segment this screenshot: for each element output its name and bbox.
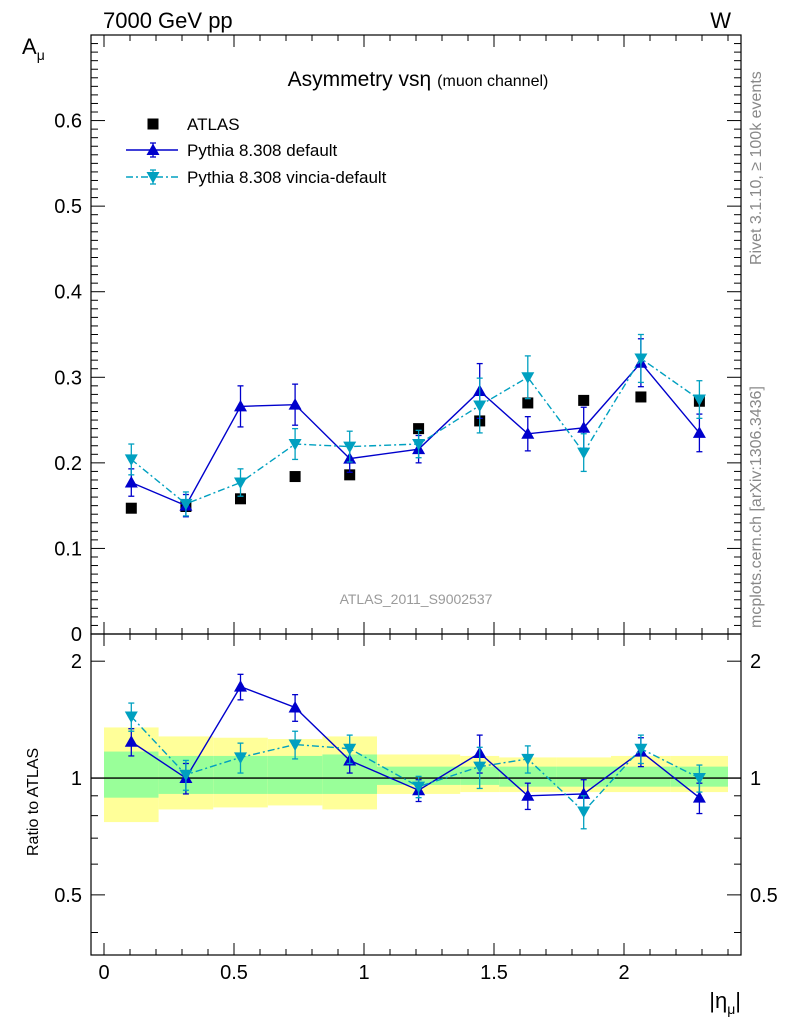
pythia-vincia-point: [124, 454, 138, 466]
x-tick-label: 0: [98, 962, 109, 984]
ratio-y-tick-label-right: 0.5: [750, 885, 778, 907]
pythia-vincia-series: [124, 333, 706, 517]
pythia-default-point: [692, 426, 706, 438]
pythia-vincia-point: [179, 498, 193, 511]
legend-marker-pythia-vincia: [146, 172, 160, 184]
pythia-default-point: [124, 476, 138, 488]
ratio-y-tick-label-right: 1: [750, 768, 761, 790]
ratio-plot-area: 0.5 0.5 1 1 2 2 0 0.5 1 1.5 2: [54, 633, 778, 984]
ratio-y-tick-label-left: 2: [71, 651, 82, 673]
atlas-point: [522, 397, 534, 409]
pythia-default-ratio-point: [692, 791, 706, 803]
chart-title-text: Asymmetry vs: [288, 68, 420, 91]
atlas-point: [235, 493, 246, 505]
x-tick-label: 2: [618, 962, 629, 984]
main-y-tick-label: 0.3: [54, 367, 82, 389]
main-y-tick-label: 0.2: [54, 453, 82, 475]
atlas-point: [413, 423, 425, 435]
pythia-vincia-point: [577, 447, 591, 460]
pythia-default-ratio-point: [577, 787, 591, 799]
legend-marker-pythia-default: [146, 143, 160, 155]
pythia-vincia-point: [634, 353, 648, 365]
legend-label-atlas: ATLAS: [187, 115, 240, 134]
legend: ATLAS Pythia 8.308 default Pythia 8.308 vi…: [126, 115, 387, 187]
pythia-vincia-ratio-series: [124, 702, 706, 830]
atlas-point: [125, 502, 137, 514]
main-y-tick-label: 0.4: [54, 282, 82, 304]
ratio-band-green: [267, 755, 323, 794]
atlas-point: [344, 469, 356, 481]
ratio-y-tick-label-right: 2: [750, 651, 761, 673]
pythia-default-ratio-point: [288, 700, 302, 713]
pythia-vincia-point: [234, 477, 247, 490]
pythia-vincia-ratio-point: [124, 711, 138, 724]
header-process-label: W: [710, 8, 731, 33]
main-y-tick-label: 0.1: [54, 538, 82, 560]
atlas-point: [289, 471, 301, 483]
main-y-tick-label-zero: 0: [71, 624, 82, 646]
legend-label-pythia-default: Pythia 8.308 default: [187, 141, 338, 160]
x-axis-label: |ημ|: [709, 988, 741, 1017]
pythia-vincia-ratio-point: [234, 752, 247, 764]
x-axis-label-close: |: [735, 988, 741, 1013]
main-plot-area: 0.1 0.2 0.3 0.4 0.5 0.6 0: [54, 34, 742, 646]
pythia-vincia-point: [412, 439, 426, 451]
pythia-default-line: [131, 361, 700, 507]
pythia-vincia-ratio-point: [343, 743, 357, 756]
pythia-vincia-point: [473, 400, 487, 413]
chart-title-suffix: (muon channel): [437, 73, 548, 90]
chart-title-symbol: η: [419, 68, 431, 91]
ratio-y-tick-label-left: 0.5: [54, 885, 82, 907]
analysis-watermark: ATLAS_2011_S9002537: [340, 591, 493, 607]
pythia-default-ratio-point: [124, 735, 138, 747]
pythia-default-ratio-point: [234, 680, 247, 692]
atlas-point: [635, 391, 647, 403]
legend-entry-pythia-vincia: Pythia 8.308 vincia-default: [126, 168, 387, 187]
pythia-vincia-point: [692, 394, 706, 407]
x-axis-label-sub: μ: [727, 1001, 735, 1017]
legend-label-pythia-vincia: Pythia 8.308 vincia-default: [187, 168, 387, 187]
pythia-vincia-point: [521, 372, 535, 384]
x-tick-label: 0.5: [220, 962, 248, 984]
main-y-tick-label: 0.6: [54, 111, 82, 133]
legend-entry-atlas: ATLAS: [147, 115, 240, 134]
pythia-vincia-ratio-point: [577, 806, 591, 818]
x-tick-label: 1: [358, 962, 369, 984]
ratio-band-green: [556, 766, 611, 787]
y-axis-label-main: Aμ: [22, 34, 45, 63]
pythia-vincia-ratio-point: [634, 743, 648, 756]
rivet-version-label: Rivet 3.1.10, ≥ 100k events: [748, 71, 765, 265]
ratio-band-green: [104, 751, 159, 798]
pythia-default-ratio-point: [521, 789, 535, 801]
pythia-default-point: [234, 399, 247, 412]
mcplots-label: mcplots.cern.ch [arXiv:1306.3436]: [748, 386, 765, 628]
pythia-vincia-point: [343, 441, 357, 454]
pythia-default-point: [288, 398, 302, 410]
y-axis-label-ratio: Ratio to ATLAS: [25, 748, 42, 856]
pythia-vincia-point: [288, 439, 302, 451]
pythia-vincia-ratio-point: [473, 761, 487, 774]
pythia-default-point: [521, 427, 535, 439]
y-axis-label-main-sub: μ: [37, 47, 45, 63]
main-y-tick-label: 0.5: [54, 196, 82, 218]
x-tick-label: 1.5: [480, 962, 508, 984]
chart-title: Asymmetry vsη (muon channel): [288, 68, 549, 91]
pythia-vincia-ratio-point: [179, 769, 193, 782]
pythia-vincia-ratio-point: [412, 781, 426, 794]
y-axis-label-main-letter: A: [22, 34, 37, 59]
ratio-y-tick-label-left: 1: [71, 768, 82, 790]
pythia-vincia-ratio-point: [288, 739, 302, 752]
atlas-point: [578, 394, 590, 406]
pythia-vincia-ratio-point: [692, 773, 706, 785]
legend-entry-pythia-default: Pythia 8.308 default: [126, 141, 338, 160]
legend-marker-atlas: [147, 118, 159, 130]
pythia-vincia-ratio-point: [521, 753, 535, 766]
header-energy-label: 7000 GeV pp: [103, 8, 233, 33]
ratio-band-green: [611, 766, 671, 787]
x-axis-label-main: |η: [709, 988, 727, 1013]
pythia-default-point: [577, 421, 591, 433]
ratio-band-green: [499, 766, 557, 787]
